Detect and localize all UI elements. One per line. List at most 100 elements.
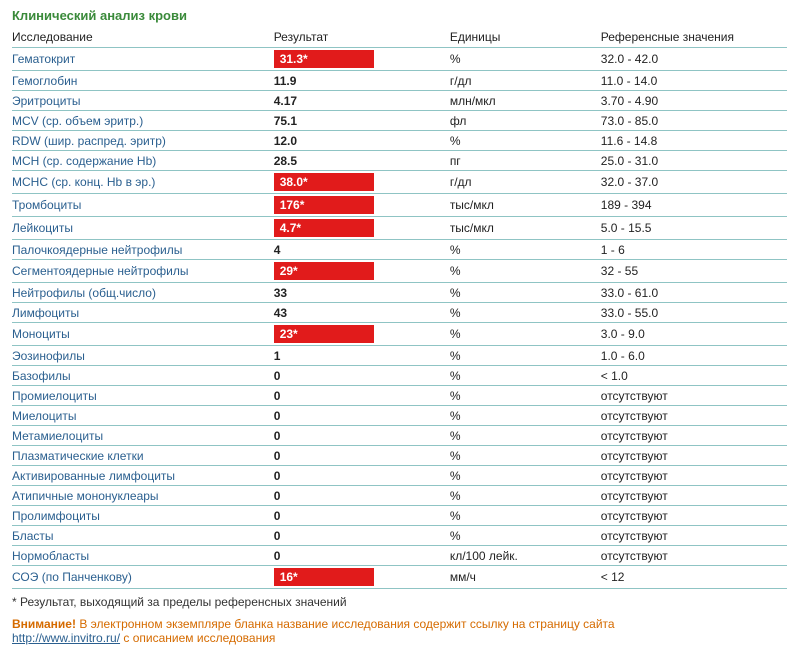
- cell-units: %: [450, 426, 601, 446]
- test-name-link[interactable]: СОЭ (по Панченкову): [12, 570, 132, 584]
- cell-result: 4.17: [274, 91, 450, 111]
- test-name-link[interactable]: Эритроциты: [12, 94, 81, 108]
- cell-result: 12.0: [274, 131, 450, 151]
- flagged-result: 4.7*: [274, 219, 374, 237]
- cell-result: 0: [274, 486, 450, 506]
- test-name-link[interactable]: Гематокрит: [12, 52, 75, 66]
- table-row: Плазматические клетки0%отсутствуют: [12, 446, 787, 466]
- cell-name: Активированные лимфоциты: [12, 466, 274, 486]
- table-row: Миелоциты0%отсутствуют: [12, 406, 787, 426]
- cell-name: Гемоглобин: [12, 71, 274, 91]
- cell-units: фл: [450, 111, 601, 131]
- cell-ref: отсутствуют: [601, 386, 787, 406]
- test-name-link[interactable]: Активированные лимфоциты: [12, 469, 175, 483]
- test-name-link[interactable]: Базофилы: [12, 369, 71, 383]
- cell-name: СОЭ (по Панченкову): [12, 566, 274, 589]
- footnote: * Результат, выходящий за пределы рефере…: [12, 595, 787, 609]
- test-name-link[interactable]: Промиелоциты: [12, 389, 97, 403]
- table-row: Нормобласты0кл/100 лейк.отсутствуют: [12, 546, 787, 566]
- test-name-link[interactable]: Лейкоциты: [12, 221, 73, 235]
- cell-result: 4.7*: [274, 217, 450, 240]
- cell-name: Палочкоядерные нейтрофилы: [12, 240, 274, 260]
- cell-units: %: [450, 366, 601, 386]
- cell-name: Лейкоциты: [12, 217, 274, 240]
- cell-name: Плазматические клетки: [12, 446, 274, 466]
- cell-name: Метамиелоциты: [12, 426, 274, 446]
- test-name-link[interactable]: RDW (шир. распред. эритр): [12, 134, 166, 148]
- cell-ref: 3.70 - 4.90: [601, 91, 787, 111]
- test-name-link[interactable]: Нормобласты: [12, 549, 89, 563]
- cell-name: Пролимфоциты: [12, 506, 274, 526]
- table-row: MCV (ср. объем эритр.) 75.1фл73.0 - 85.0: [12, 111, 787, 131]
- notice-warn: Внимание!: [12, 617, 76, 631]
- test-name-link[interactable]: Нейтрофилы (общ.число): [12, 286, 156, 300]
- notice-text: В электронном экземпляре бланка название…: [79, 617, 614, 631]
- cell-result: 75.1: [274, 111, 450, 131]
- col-units: Единицы: [450, 27, 601, 48]
- test-name-link[interactable]: MCH (ср. содержание Hb): [12, 154, 156, 168]
- table-row: MCHC (ср. конц. Hb в эр.)38.0*г/дл32.0 -…: [12, 171, 787, 194]
- cell-ref: отсутствуют: [601, 486, 787, 506]
- test-name-link[interactable]: Бласты: [12, 529, 54, 543]
- cell-ref: отсутствуют: [601, 406, 787, 426]
- cell-units: пг: [450, 151, 601, 171]
- cell-name: Гематокрит: [12, 48, 274, 71]
- cell-result: 0: [274, 546, 450, 566]
- cell-ref: 33.0 - 61.0: [601, 283, 787, 303]
- cell-name: Эозинофилы: [12, 346, 274, 366]
- cell-ref: 25.0 - 31.0: [601, 151, 787, 171]
- flagged-result: 29*: [274, 262, 374, 280]
- table-row: Эозинофилы1%1.0 - 6.0: [12, 346, 787, 366]
- test-name-link[interactable]: Гемоглобин: [12, 74, 77, 88]
- cell-units: %: [450, 260, 601, 283]
- test-name-link[interactable]: Моноциты: [12, 327, 70, 341]
- cell-name: Сегментоядерные нейтрофилы: [12, 260, 274, 283]
- table-header-row: Исследование Результат Единицы Референсн…: [12, 27, 787, 48]
- cell-name: MCH (ср. содержание Hb): [12, 151, 274, 171]
- test-name-link[interactable]: Метамиелоциты: [12, 429, 103, 443]
- test-name-link[interactable]: Плазматические клетки: [12, 449, 144, 463]
- cell-result: 16*: [274, 566, 450, 589]
- flagged-result: 31.3*: [274, 50, 374, 68]
- table-row: Активированные лимфоциты0%отсутствуют: [12, 466, 787, 486]
- test-name-link[interactable]: Пролимфоциты: [12, 509, 100, 523]
- cell-result: 176*: [274, 194, 450, 217]
- cell-units: %: [450, 323, 601, 346]
- cell-result: 0: [274, 506, 450, 526]
- test-name-link[interactable]: MCV (ср. объем эритр.): [12, 114, 143, 128]
- test-name-link[interactable]: Палочкоядерные нейтрофилы: [12, 243, 182, 257]
- cell-name: MCV (ср. объем эритр.): [12, 111, 274, 131]
- cell-ref: 73.0 - 85.0: [601, 111, 787, 131]
- cell-result: 0: [274, 406, 450, 426]
- cell-ref: отсутствуют: [601, 426, 787, 446]
- cell-units: %: [450, 506, 601, 526]
- report-title: Клинический анализ крови: [12, 8, 787, 23]
- cell-units: мм/ч: [450, 566, 601, 589]
- table-row: Лейкоциты4.7*тыс/мкл5.0 - 15.5: [12, 217, 787, 240]
- cell-result: 0: [274, 426, 450, 446]
- cell-units: %: [450, 466, 601, 486]
- cell-result: 23*: [274, 323, 450, 346]
- cell-units: %: [450, 386, 601, 406]
- test-name-link[interactable]: Эозинофилы: [12, 349, 85, 363]
- table-row: Атипичные мононуклеары 0%отсутствуют: [12, 486, 787, 506]
- cell-result: 4: [274, 240, 450, 260]
- test-name-link[interactable]: Миелоциты: [12, 409, 76, 423]
- test-name-link[interactable]: Лимфоциты: [12, 306, 79, 320]
- cell-result: 31.3*: [274, 48, 450, 71]
- notice-link[interactable]: http://www.invitro.ru/: [12, 631, 120, 645]
- test-name-link[interactable]: MCHC (ср. конц. Hb в эр.): [12, 175, 155, 189]
- table-row: Промиелоциты0%отсутствуют: [12, 386, 787, 406]
- cell-name: Моноциты: [12, 323, 274, 346]
- col-ref: Референсные значения: [601, 27, 787, 48]
- test-name-link[interactable]: Сегментоядерные нейтрофилы: [12, 264, 188, 278]
- cell-name: Нормобласты: [12, 546, 274, 566]
- cell-ref: 1 - 6: [601, 240, 787, 260]
- test-name-link[interactable]: Тромбоциты: [12, 198, 81, 212]
- cell-units: %: [450, 303, 601, 323]
- cell-ref: 32.0 - 37.0: [601, 171, 787, 194]
- cell-units: %: [450, 486, 601, 506]
- cell-ref: 11.0 - 14.0: [601, 71, 787, 91]
- test-name-link[interactable]: Атипичные мононуклеары: [12, 489, 159, 503]
- cell-ref: отсутствуют: [601, 466, 787, 486]
